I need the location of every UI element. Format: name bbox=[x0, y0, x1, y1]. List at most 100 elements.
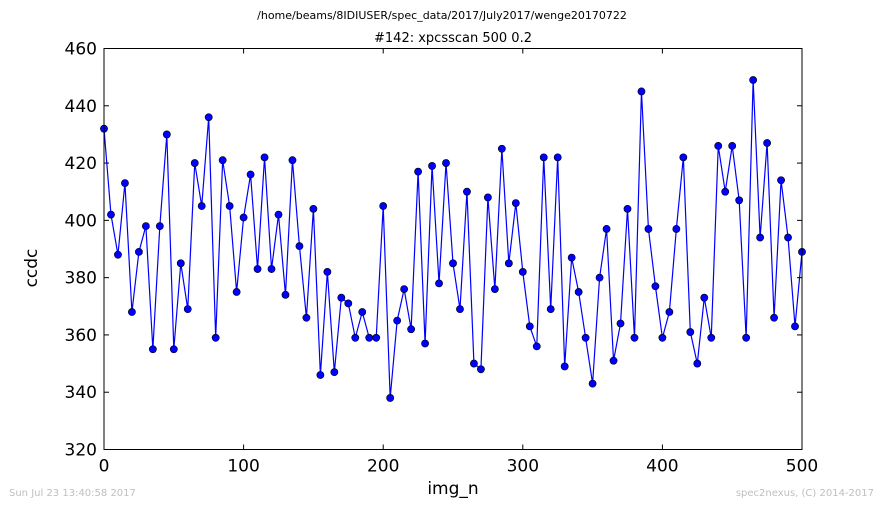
data-point bbox=[784, 233, 792, 242]
data-point bbox=[546, 305, 555, 314]
data-point bbox=[274, 210, 283, 219]
data-point bbox=[728, 141, 737, 150]
data-point bbox=[176, 259, 185, 268]
data-point bbox=[539, 153, 548, 162]
y-tick-label: 340 bbox=[65, 383, 97, 403]
data-point bbox=[532, 342, 541, 351]
data-point bbox=[114, 250, 122, 259]
data-point bbox=[665, 308, 674, 316]
data-point bbox=[560, 362, 569, 371]
data-point bbox=[477, 365, 485, 374]
data-point bbox=[372, 333, 381, 342]
y-tick-label: 460 bbox=[65, 40, 97, 60]
data-point bbox=[707, 333, 716, 342]
data-point bbox=[330, 368, 339, 377]
data-point bbox=[463, 187, 471, 196]
data-point bbox=[260, 153, 269, 162]
data-point bbox=[623, 204, 632, 213]
data-point bbox=[595, 273, 604, 282]
data-point bbox=[267, 265, 276, 273]
data-point bbox=[421, 339, 429, 348]
data-point bbox=[567, 253, 576, 262]
data-point bbox=[288, 156, 297, 165]
data-point bbox=[630, 333, 639, 342]
data-point bbox=[428, 162, 436, 170]
data-point bbox=[616, 319, 625, 328]
data-point bbox=[121, 179, 129, 188]
data-point bbox=[316, 371, 325, 379]
x-tick-label: 400 bbox=[646, 457, 678, 477]
data-point bbox=[644, 225, 653, 233]
data-point bbox=[679, 153, 688, 162]
data-point bbox=[239, 213, 248, 222]
data-point bbox=[344, 299, 353, 308]
x-tick-label: 300 bbox=[507, 457, 539, 477]
data-point bbox=[211, 333, 220, 342]
x-tick-label: 200 bbox=[367, 457, 399, 477]
data-point bbox=[302, 313, 311, 322]
data-point bbox=[128, 308, 136, 316]
data-point bbox=[490, 285, 499, 293]
footer-timestamp: Sun Jul 23 13:40:58 2017 bbox=[9, 488, 136, 499]
data-point bbox=[735, 196, 744, 205]
data-point bbox=[763, 139, 771, 147]
data-point bbox=[791, 322, 799, 331]
tick-layer: 0 100 200 300 400 500 320 340 360 380 400 420 440 460 bbox=[65, 40, 819, 477]
data-point bbox=[637, 87, 646, 96]
series-layer bbox=[100, 76, 806, 402]
data-point bbox=[365, 333, 374, 342]
data-point bbox=[588, 379, 597, 388]
x-tick-label: 0 bbox=[99, 457, 110, 477]
data-point bbox=[386, 394, 395, 402]
data-point bbox=[777, 176, 785, 185]
data-point bbox=[511, 199, 520, 208]
data-point bbox=[400, 285, 409, 293]
data-point bbox=[225, 202, 234, 210]
data-point bbox=[162, 130, 171, 139]
data-point bbox=[134, 247, 143, 256]
data-point bbox=[456, 305, 464, 314]
x-axis-label: img_n bbox=[427, 479, 479, 499]
data-point bbox=[190, 159, 199, 167]
data-point bbox=[672, 225, 681, 233]
data-point bbox=[609, 356, 618, 365]
data-point bbox=[581, 333, 590, 342]
y-tick-label: 420 bbox=[65, 154, 97, 174]
data-point bbox=[658, 333, 667, 342]
data-point bbox=[497, 144, 506, 153]
data-point bbox=[435, 279, 443, 288]
plot-frame bbox=[103, 48, 803, 450]
data-point bbox=[742, 333, 751, 342]
data-point bbox=[749, 76, 758, 84]
chart-title: #142: xpcsscan 500 0.2 bbox=[374, 31, 532, 46]
data-point bbox=[756, 233, 765, 242]
data-point bbox=[218, 156, 227, 165]
data-point bbox=[518, 268, 527, 276]
data-point bbox=[281, 290, 290, 299]
data-point bbox=[358, 308, 367, 316]
data-point bbox=[107, 210, 115, 219]
data-point bbox=[525, 322, 534, 331]
y-tick-label: 440 bbox=[65, 97, 97, 117]
data-point bbox=[770, 313, 778, 322]
data-point bbox=[553, 153, 562, 162]
data-point bbox=[232, 288, 241, 296]
series-line bbox=[103, 79, 803, 398]
data-point bbox=[504, 259, 513, 268]
data-point bbox=[323, 268, 332, 276]
x-tick-label: 100 bbox=[227, 457, 259, 477]
data-point bbox=[470, 359, 478, 368]
data-point bbox=[393, 316, 402, 325]
data-point bbox=[337, 293, 346, 302]
y-tick-label: 380 bbox=[65, 269, 97, 289]
y-tick-label: 400 bbox=[65, 211, 97, 231]
y-tick-label: 360 bbox=[65, 326, 97, 346]
y-tick-label: 320 bbox=[65, 441, 97, 461]
y-axis-label: ccdc bbox=[22, 248, 42, 288]
data-point bbox=[351, 333, 360, 342]
data-point bbox=[693, 359, 702, 368]
data-point bbox=[449, 259, 457, 268]
data-point bbox=[442, 159, 450, 167]
data-point bbox=[686, 328, 695, 336]
